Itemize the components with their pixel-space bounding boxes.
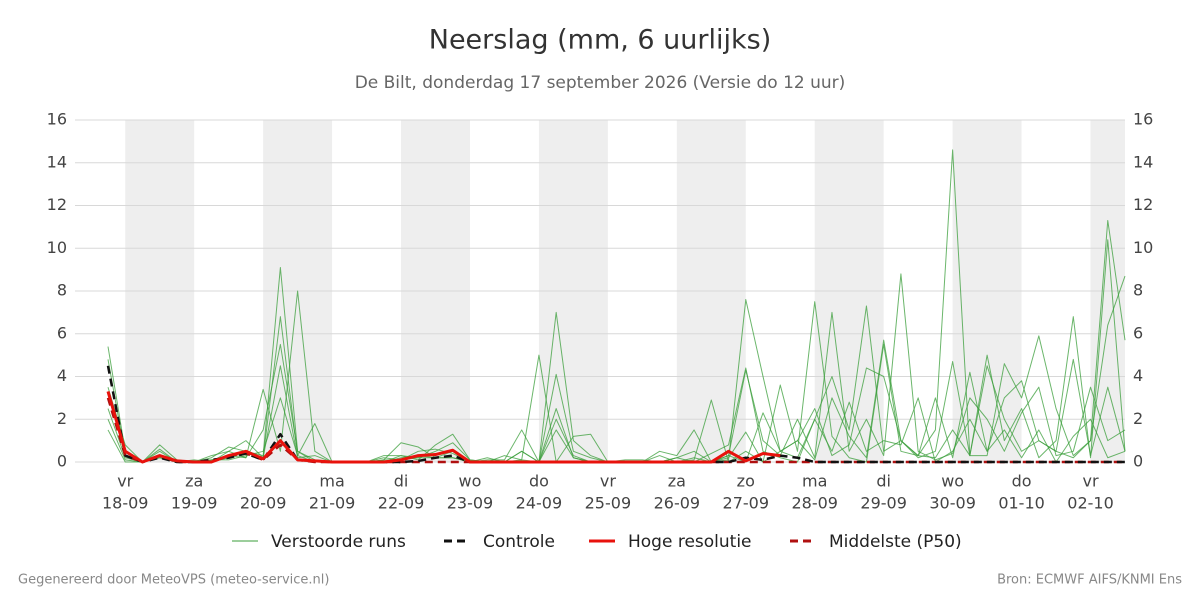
x-tick-label: zo [254, 472, 272, 491]
y-tick-label: 16 [47, 110, 67, 129]
x-tick-label: ma [319, 472, 344, 491]
y-tick-label: 12 [47, 195, 67, 214]
legend-label: Controle [483, 532, 555, 552]
x-tick-label: vr [1083, 472, 1099, 491]
y-tick-label: 8 [57, 281, 67, 300]
y2-tick-label: 4 [1133, 366, 1143, 385]
y2-tick-label: 2 [1133, 409, 1143, 428]
x-tick-label: 01-10 [998, 494, 1045, 513]
y2-tick-label: 10 [1133, 238, 1153, 257]
x-tick-label: 02-10 [1067, 494, 1114, 513]
x-tick-label: 29-09 [860, 494, 907, 513]
x-tick-label: 20-09 [240, 494, 287, 513]
y-tick-label: 2 [57, 409, 67, 428]
legend-label: Middelste (P50) [829, 532, 962, 552]
x-tick-label: 26-09 [654, 494, 701, 513]
x-tick-label: zo [737, 472, 755, 491]
x-tick-label: vr [117, 472, 133, 491]
y-tick-label: 6 [57, 323, 67, 342]
x-tick-label: ma [802, 472, 827, 491]
y2-tick-label: 0 [1133, 452, 1143, 471]
y2-tick-label: 14 [1133, 152, 1153, 171]
x-tick-label: di [876, 472, 891, 491]
y2-tick-label: 8 [1133, 281, 1143, 300]
x-tick-label: 21-09 [309, 494, 356, 513]
x-tick-label: do [529, 472, 549, 491]
y2-tick-label: 6 [1133, 323, 1143, 342]
y-tick-label: 10 [47, 238, 67, 257]
y-tick-label: 14 [47, 152, 67, 171]
footer-right: Bron: ECMWF AIFS/KNMI Ens [997, 573, 1182, 588]
x-tick-label: za [185, 472, 203, 491]
x-tick-label: 18-09 [102, 494, 149, 513]
x-tick-label: 25-09 [585, 494, 632, 513]
chart-title: Neerslag (mm, 6 uurlijks) [429, 25, 771, 56]
x-tick-label: 24-09 [516, 494, 563, 513]
x-tick-label: di [394, 472, 409, 491]
x-tick-label: 27-09 [723, 494, 770, 513]
y2-tick-label: 12 [1133, 195, 1153, 214]
x-tick-label: vr [600, 472, 616, 491]
x-tick-label: wo [941, 472, 964, 491]
x-tick-label: 30-09 [929, 494, 976, 513]
series-line [106, 391, 781, 464]
x-tick-label: za [668, 472, 686, 491]
x-tick-label: 19-09 [171, 494, 218, 513]
legend-label: Hoge resolutie [628, 532, 752, 552]
x-tick-label: 23-09 [447, 494, 494, 513]
y-tick-label: 4 [57, 366, 67, 385]
chart-subtitle: De Bilt, donderdag 17 september 2026 (Ve… [355, 73, 846, 93]
x-tick-label: do [1012, 472, 1032, 491]
series-line [106, 397, 1125, 464]
x-tick-label: wo [459, 472, 482, 491]
x-tick-label: 22-09 [378, 494, 425, 513]
x-tick-label: 28-09 [791, 494, 838, 513]
y2-tick-label: 16 [1133, 110, 1153, 129]
y-tick-label: 0 [57, 452, 67, 471]
legend-label: Verstoorde runs [271, 532, 406, 552]
footer-left: Gegenereerd door MeteoVPS (meteo-service… [18, 573, 329, 588]
